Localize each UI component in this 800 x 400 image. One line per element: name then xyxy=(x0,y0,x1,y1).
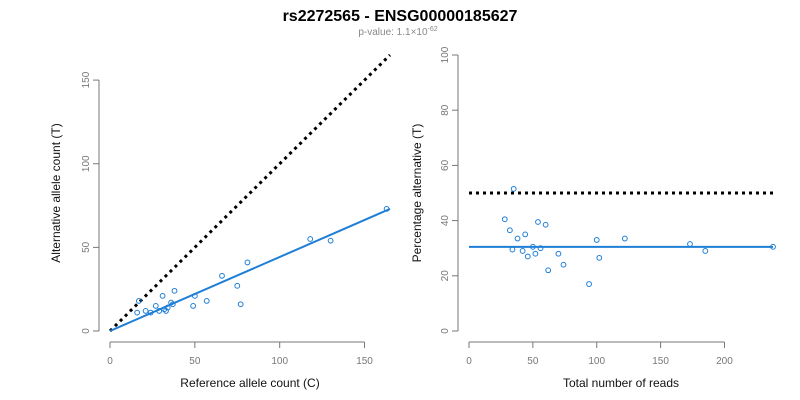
p1-x-tick-label: 0 xyxy=(107,356,113,367)
p2-data-point xyxy=(555,250,562,257)
p2-data-point xyxy=(510,185,517,192)
p2-x-axis-label: Total number of reads xyxy=(563,376,679,390)
p2-y-axis-label: Percentage alternative (T) xyxy=(410,124,424,263)
p2-data-point xyxy=(770,243,776,250)
p2-y-tick-label: 0 xyxy=(440,328,451,334)
p2-y-tick-label: 80 xyxy=(440,104,451,116)
p1-data-point xyxy=(161,306,168,313)
p1-data-point xyxy=(164,304,171,311)
p1-reference-line xyxy=(108,53,392,333)
p2-data-point xyxy=(519,248,526,254)
p1-x-tick-label: 150 xyxy=(356,356,373,367)
p2-data-point xyxy=(501,216,508,223)
right-scatter-panel: 0 50 100 150 200 0 20 40 60 80 100 Total number of … xyxy=(410,46,776,390)
p2-data-point xyxy=(621,235,628,242)
p2-data-point xyxy=(514,235,521,242)
left-scatter-panel: 0 50 100 150 0 50 100 150 Reference allele count… xyxy=(49,53,392,390)
p1-data-point xyxy=(219,272,225,279)
pvalue-exponent: -62 xyxy=(428,26,438,33)
p1-data-point xyxy=(383,205,390,212)
p2-data-point xyxy=(560,261,567,268)
p1-data-point xyxy=(244,259,251,266)
p1-data-point xyxy=(171,287,178,294)
p2-data-point xyxy=(537,245,544,252)
p2-y-tick-label: 60 xyxy=(440,159,451,171)
p2-x-tick-label: 0 xyxy=(466,356,472,367)
p1-data-point xyxy=(203,297,210,304)
p1-data-point xyxy=(147,309,154,316)
p1-data-point xyxy=(159,292,166,299)
p1-y-tick-label: 150 xyxy=(81,71,92,88)
p1-fit-line xyxy=(109,207,391,332)
p1-x-tick-label: 50 xyxy=(189,356,201,367)
p2-x-tick-label: 50 xyxy=(527,356,539,367)
p2-data-point xyxy=(702,248,709,254)
p2-data-point xyxy=(596,254,603,261)
p1-data-point xyxy=(234,282,241,289)
p2-x-tick-label: 200 xyxy=(716,356,733,367)
p2-data-point xyxy=(509,246,516,253)
p1-y-axis-label: Alternative allele count (T) xyxy=(49,123,63,262)
p2-y-tick-label: 20 xyxy=(440,270,451,282)
p2-x-tick-label: 100 xyxy=(588,356,605,367)
p1-data-point xyxy=(327,237,334,244)
p2-data-point xyxy=(535,219,541,225)
p2-data-point xyxy=(542,221,549,228)
p1-data-point xyxy=(169,301,176,308)
p2-y-tick-label: 40 xyxy=(440,215,451,227)
pvalue-prefix: p-value: 1.1×10 xyxy=(358,27,428,38)
p2-x-tick-label: 150 xyxy=(652,356,669,367)
p2-data-point xyxy=(529,243,536,250)
p2-data-point xyxy=(506,227,513,234)
p2-data-point xyxy=(545,267,552,274)
p1-data-point xyxy=(190,303,197,309)
p2-data-point xyxy=(522,231,529,238)
p1-data-point xyxy=(168,299,174,306)
p1-y-tick-label: 50 xyxy=(81,241,92,253)
chart-title: rs2272565 - ENSG00000185627 xyxy=(283,8,518,25)
p1-x-axis-label: Reference allele count (C) xyxy=(180,376,319,390)
p1-data-point xyxy=(163,308,169,314)
p2-data-point xyxy=(593,237,600,243)
p1-y-tick-label: 100 xyxy=(81,155,92,172)
p1-data-point xyxy=(152,303,159,309)
p1-x-tick-label: 100 xyxy=(271,356,288,367)
p1-data-point xyxy=(191,292,198,299)
p1-data-point xyxy=(156,308,163,314)
p1-y-tick-label: 0 xyxy=(81,328,92,334)
p2-data-point xyxy=(524,253,531,260)
p2-data-point xyxy=(532,250,539,257)
p2-data-point xyxy=(586,281,592,287)
p2-data-point xyxy=(687,241,693,247)
p1-data-point xyxy=(237,301,244,308)
p1-data-point xyxy=(134,309,141,316)
p1-data-point xyxy=(307,236,314,242)
p1-data-point xyxy=(142,308,149,314)
p2-y-tick-label: 100 xyxy=(440,46,451,63)
pvalue-subtitle: p-value: 1.1×10-62 xyxy=(358,26,437,38)
p1-data-point xyxy=(135,297,142,304)
